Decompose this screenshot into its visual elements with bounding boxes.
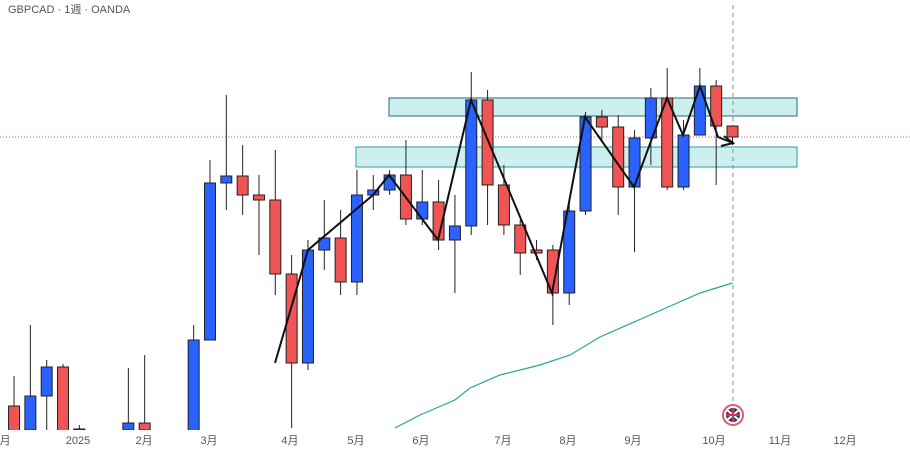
x-tick-label: 月 (0, 435, 11, 447)
moving-average (394, 282, 733, 429)
candle-body (57, 366, 70, 430)
x-tick-label: 2月 (135, 435, 152, 447)
candle-body (644, 97, 657, 139)
candle-body (24, 395, 37, 430)
x-tick-label: 10月 (702, 435, 725, 447)
candle-body (710, 85, 723, 127)
x-tick-label: 12月 (833, 435, 856, 447)
candle-body (203, 182, 216, 341)
zone (388, 97, 798, 117)
candle-body (285, 273, 298, 364)
x-tick-label: 2025 (66, 435, 90, 447)
candle-body (73, 428, 86, 430)
zigzag (274, 82, 734, 364)
candle-body (187, 339, 200, 430)
candle-body (301, 249, 314, 364)
candle-body (318, 237, 331, 251)
candle-body (497, 184, 510, 226)
x-tick-label: 11月 (769, 435, 791, 447)
x-tick-label: 5月 (347, 435, 364, 447)
candle-body (726, 125, 739, 138)
candle-body (334, 237, 347, 283)
x-tick-label: 7月 (494, 435, 511, 447)
x-tick-label: 6月 (412, 435, 429, 447)
candle-body (563, 210, 576, 294)
x-tick-label: 3月 (200, 435, 217, 447)
candle-body (269, 199, 282, 275)
candle-body (530, 249, 543, 254)
candle-body (448, 225, 461, 241)
candle-body (138, 422, 151, 430)
candle-body (677, 134, 690, 188)
candle-body (122, 422, 135, 430)
candle-body (252, 194, 265, 201)
candle-body (220, 175, 233, 184)
candle-body (350, 194, 363, 283)
candle-body (40, 366, 53, 397)
chart-title: GBPCAD · 1週 · OANDA (8, 3, 131, 16)
candle-body (236, 175, 249, 196)
candle-body (514, 224, 527, 254)
candle-body (595, 116, 608, 128)
candle-body (612, 126, 625, 188)
candle-body (628, 137, 641, 188)
candle-body (481, 99, 494, 186)
x-tick-label: 4月 (281, 435, 298, 447)
candle-body (8, 405, 21, 430)
arrow-head (720, 135, 736, 147)
x-tick-label: 8月 (559, 435, 576, 447)
candle-body (661, 97, 674, 188)
flag-icon (722, 404, 744, 426)
candle-body (693, 85, 706, 136)
x-tick-label: 9月 (624, 435, 641, 447)
candle-body (416, 201, 429, 220)
